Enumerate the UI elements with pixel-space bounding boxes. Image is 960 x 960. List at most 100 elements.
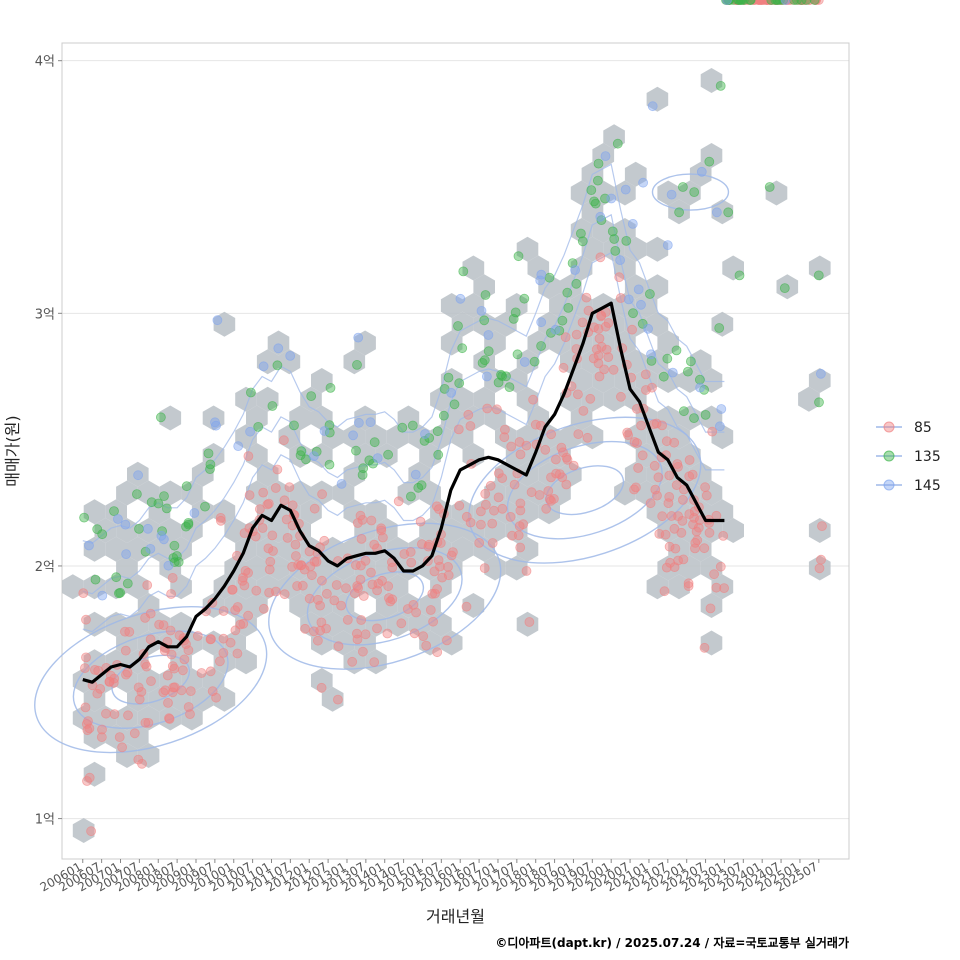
transaction-point [351, 445, 361, 456]
transaction-point [661, 436, 672, 447]
transaction-point [649, 460, 660, 471]
legend: 85 135 145 [876, 420, 941, 494]
hexbin-cell [451, 424, 474, 450]
transaction-point [308, 451, 319, 462]
transaction-point [356, 534, 367, 544]
transaction-point [715, 561, 726, 572]
legend-key-point [883, 479, 895, 491]
transaction-point [285, 350, 296, 361]
transaction-point [353, 332, 364, 343]
transaction-point [438, 410, 449, 421]
hexbin-cell [256, 574, 279, 600]
hexbin-cell [603, 386, 625, 412]
hexbin-cell [689, 536, 712, 562]
hexbin-cell [159, 705, 182, 731]
transaction-point [215, 515, 226, 526]
transaction-point [200, 501, 210, 512]
transaction-point [418, 631, 429, 642]
transaction-point [243, 451, 254, 462]
transaction-point [722, 0, 732, 5]
transaction-point [145, 634, 156, 645]
transaction-point [297, 580, 308, 591]
transaction-point [562, 287, 573, 298]
plot-panel-border [61, 42, 850, 860]
transaction-point [258, 487, 269, 498]
transaction-point [704, 527, 715, 538]
transaction-point [212, 315, 223, 326]
hexbin-cell [311, 593, 333, 618]
hexbin-cell [408, 461, 431, 487]
transaction-point [678, 494, 688, 505]
transaction-point [356, 615, 367, 625]
transaction-point [476, 305, 487, 316]
hexbin-cell [354, 443, 376, 468]
hexbin-cell [646, 574, 669, 600]
transaction-point [304, 593, 315, 604]
transaction-point [595, 211, 606, 222]
transaction-point [684, 455, 695, 465]
hexbin-cell [462, 593, 485, 618]
transaction-point [353, 417, 364, 428]
transaction-point [615, 293, 626, 303]
transaction-point [270, 483, 281, 493]
transaction-point [410, 469, 421, 480]
transaction-point [437, 572, 448, 583]
transaction-point [173, 557, 184, 567]
transaction-point [92, 688, 103, 699]
transaction-point [593, 358, 604, 369]
transaction-point [267, 530, 278, 541]
transaction-point [692, 535, 703, 546]
hexbin-cell [256, 386, 279, 412]
transaction-point [571, 329, 582, 340]
transaction-point [365, 417, 376, 428]
hexbin-cell [267, 330, 290, 356]
transaction-point [86, 826, 96, 837]
hexbin-cell [808, 518, 831, 543]
transaction-point [230, 625, 241, 636]
transaction-point [544, 272, 555, 283]
hexbin-cell [72, 818, 95, 843]
transaction-point [325, 382, 336, 393]
hexbin-cell [311, 668, 333, 693]
transaction-point [433, 449, 444, 460]
transaction-point [695, 374, 705, 385]
y-tick-label: 4억 [35, 55, 55, 70]
transaction-point [551, 454, 561, 465]
transaction-point [536, 341, 546, 351]
hexbin-cell [527, 255, 550, 281]
hexbin-cell [170, 536, 192, 562]
transaction-point [664, 541, 675, 552]
transaction-point [764, 182, 775, 192]
transaction-point [225, 637, 236, 648]
transaction-point [163, 698, 173, 708]
transaction-point [581, 292, 592, 303]
transaction-point [155, 412, 166, 423]
hexbin-cell [462, 405, 485, 431]
transaction-point [358, 591, 369, 601]
transaction-point [551, 468, 561, 479]
transaction-point [369, 437, 380, 448]
hexbin-cell [635, 293, 658, 318]
transaction-point [663, 498, 674, 509]
transaction-point [355, 560, 366, 571]
transaction-point [366, 567, 376, 578]
transaction-point [352, 634, 363, 645]
transaction-point [124, 627, 135, 637]
hexbin-cell [581, 386, 604, 412]
transaction-point [493, 492, 504, 503]
transaction-point [93, 665, 104, 676]
transaction-point [183, 645, 194, 656]
transaction-point [509, 479, 520, 490]
legend-key-point [883, 450, 895, 462]
hexbin-cell [267, 480, 290, 506]
hexbin-cell [278, 536, 301, 562]
transaction-point [652, 490, 662, 501]
transaction-point [521, 440, 532, 451]
transaction-point [300, 623, 311, 634]
transaction-point [258, 603, 269, 614]
transaction-point [80, 663, 90, 673]
transaction-point [238, 618, 249, 629]
transaction-point [599, 364, 609, 375]
hexbin-cell [473, 536, 495, 562]
